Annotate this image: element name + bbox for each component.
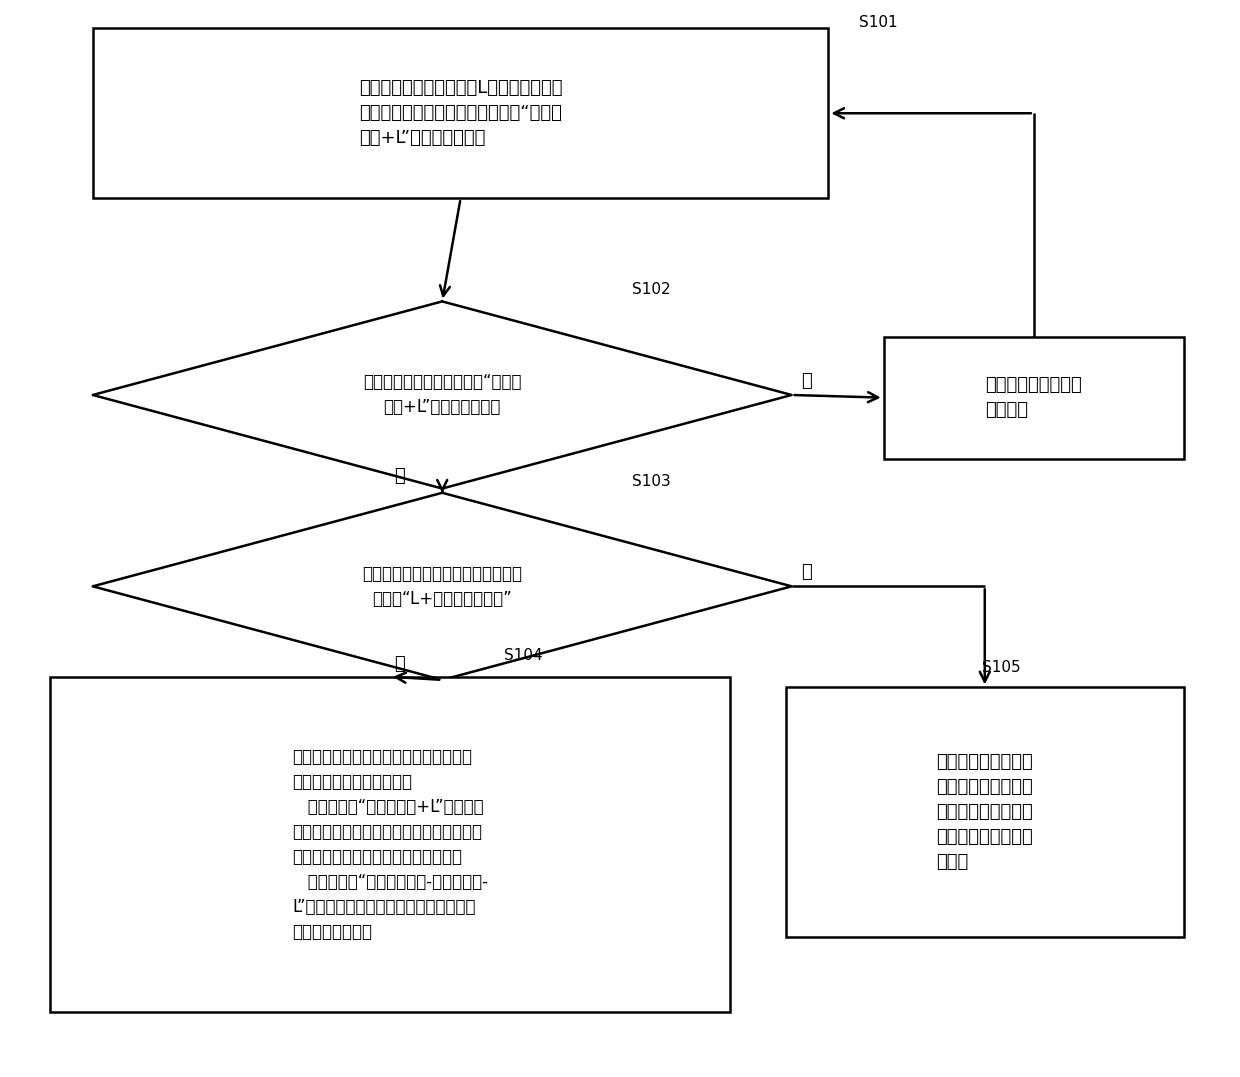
Text: S101: S101	[859, 15, 898, 30]
Text: 否: 否	[801, 563, 812, 581]
FancyBboxPatch shape	[785, 687, 1184, 937]
Text: 将所述空闲内存碎片从空闲链表中移除，
将其分裂成两个内存碎片，
   前一长度为“碎片头长度+L”的内存碎
片，在更新碎片头结构后设为待分配内存碎
片，将其插入: 将所述空闲内存碎片从空闲链表中移除， 将其分裂成两个内存碎片， 前一长度为“碎片…	[293, 747, 489, 940]
FancyBboxPatch shape	[93, 28, 828, 198]
Text: 将相邻空闲内存碎片
进行重组: 将相邻空闲内存碎片 进行重组	[986, 376, 1083, 419]
FancyBboxPatch shape	[50, 676, 730, 1011]
Text: 根据待存储消息的消息长L，从头至尾遍历
空闲碎片链表，查找碎片总长大于“碎片头
长度+L”的空闲内存碎片: 根据待存储消息的消息长L，从头至尾遍历 空闲碎片链表，查找碎片总长大于“碎片头 …	[358, 80, 563, 148]
Text: S104: S104	[503, 648, 542, 662]
Text: 是: 是	[394, 655, 404, 673]
Text: S103: S103	[632, 474, 671, 489]
Text: S102: S102	[632, 282, 671, 297]
FancyBboxPatch shape	[884, 336, 1184, 459]
Text: S105: S105	[982, 659, 1021, 674]
Text: 判断是否找到碎片总长大于“碎片头
长度+L”的空闲内存碎片: 判断是否找到碎片总长大于“碎片头 长度+L”的空闲内存碎片	[363, 374, 522, 417]
Text: 判断是否所述空闲内存碎片的碎片总
长大于“L+两个碎片头长度”: 判断是否所述空闲内存碎片的碎片总 长大于“L+两个碎片头长度”	[362, 564, 522, 607]
Text: 不进行分裂，直接将
所述空闲碎片从空闲
碎片链表中移除，将
其插入到已用碎片链
表尾部: 不进行分裂，直接将 所述空闲碎片从空闲 碎片链表中移除，将 其插入到已用碎片链 …	[936, 753, 1033, 871]
Text: 否: 否	[801, 372, 812, 390]
Text: 是: 是	[394, 467, 404, 486]
